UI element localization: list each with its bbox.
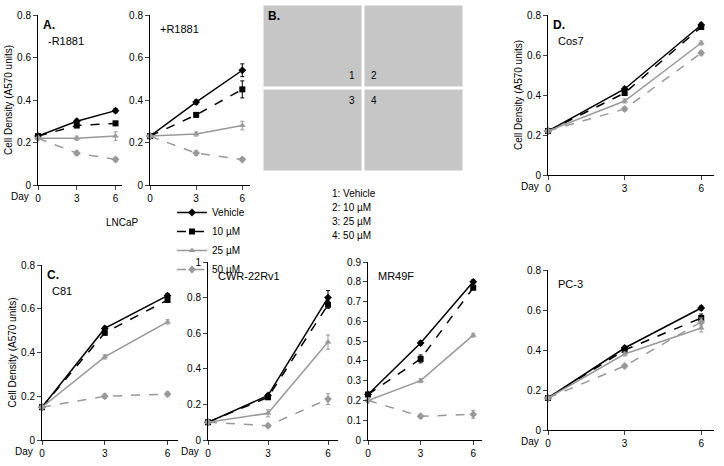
svg-text:0.4: 0.4 bbox=[187, 363, 201, 374]
svg-text:0.8: 0.8 bbox=[21, 260, 35, 271]
svg-text:0: 0 bbox=[535, 425, 541, 436]
svg-text:0.8: 0.8 bbox=[17, 10, 31, 21]
svg-text:Cell Density (A570 units): Cell Density (A570 units) bbox=[513, 40, 524, 150]
svg-text:0.4: 0.4 bbox=[347, 355, 361, 366]
svg-text:C.: C. bbox=[47, 268, 59, 282]
svg-text:3: 3 bbox=[418, 448, 424, 459]
svg-text:Cell Density (A570 units): Cell Density (A570 units) bbox=[7, 297, 18, 407]
svg-text:0.7: 0.7 bbox=[347, 296, 361, 307]
svg-text:0.4: 0.4 bbox=[527, 90, 541, 101]
svg-text:0.2: 0.2 bbox=[527, 130, 541, 141]
svg-text:0.3: 0.3 bbox=[347, 375, 361, 386]
svg-text:0.6: 0.6 bbox=[187, 328, 201, 339]
svg-text:0.8: 0.8 bbox=[129, 10, 143, 21]
svg-text:0: 0 bbox=[29, 435, 35, 446]
svg-text:0.6: 0.6 bbox=[129, 52, 143, 63]
svg-text:0: 0 bbox=[535, 170, 541, 181]
svg-text:50 µM: 50 µM bbox=[212, 264, 240, 275]
svg-text:1: 1 bbox=[349, 70, 355, 81]
svg-text:0.1: 0.1 bbox=[347, 415, 361, 426]
svg-text:3: 3 bbox=[102, 448, 108, 459]
svg-text:Day: Day bbox=[521, 436, 539, 447]
svg-text:6: 6 bbox=[165, 448, 171, 459]
svg-text:0.4: 0.4 bbox=[21, 347, 35, 358]
svg-text:6: 6 bbox=[113, 193, 119, 204]
svg-text:0.2: 0.2 bbox=[187, 399, 201, 410]
svg-text:0.4: 0.4 bbox=[527, 345, 541, 356]
svg-text:6: 6 bbox=[470, 448, 476, 459]
svg-text:6: 6 bbox=[325, 448, 331, 459]
svg-text:Vehicle: Vehicle bbox=[212, 207, 245, 218]
svg-text:0: 0 bbox=[147, 193, 153, 204]
svg-text:4: 50 µM: 4: 50 µM bbox=[332, 230, 371, 241]
svg-text:3: 3 bbox=[265, 448, 271, 459]
svg-text:Day: Day bbox=[11, 191, 29, 202]
svg-text:3: 25 µM: 3: 25 µM bbox=[332, 216, 371, 227]
svg-text:D.: D. bbox=[553, 18, 565, 32]
svg-text:0: 0 bbox=[137, 180, 143, 191]
svg-text:0.8: 0.8 bbox=[347, 276, 361, 287]
svg-text:0: 0 bbox=[25, 180, 31, 191]
svg-text:0.2: 0.2 bbox=[527, 385, 541, 396]
svg-text:0.4: 0.4 bbox=[129, 95, 143, 106]
svg-text:0.6: 0.6 bbox=[527, 50, 541, 61]
svg-text:A.: A. bbox=[43, 18, 55, 32]
svg-text:Day: Day bbox=[15, 446, 33, 457]
svg-text:25 µM: 25 µM bbox=[212, 245, 240, 256]
svg-text:0.6: 0.6 bbox=[21, 303, 35, 314]
svg-text:C81: C81 bbox=[52, 285, 72, 297]
svg-text:1: 1 bbox=[195, 257, 201, 268]
svg-text:PC-3: PC-3 bbox=[558, 278, 583, 290]
svg-text:4: 4 bbox=[371, 95, 377, 106]
svg-text:Cos7: Cos7 bbox=[558, 35, 584, 47]
svg-text:2: 10 µM: 2: 10 µM bbox=[332, 202, 371, 213]
svg-text:3: 3 bbox=[193, 193, 199, 204]
svg-text:0.6: 0.6 bbox=[17, 52, 31, 63]
svg-text:0.5: 0.5 bbox=[347, 336, 361, 347]
svg-text:Cell Density (A570 units): Cell Density (A570 units) bbox=[3, 45, 14, 155]
svg-text:LNCaP: LNCaP bbox=[106, 217, 139, 228]
svg-text:-R1881: -R1881 bbox=[48, 35, 84, 47]
svg-text:0: 0 bbox=[545, 183, 551, 194]
svg-text:0.4: 0.4 bbox=[17, 95, 31, 106]
svg-text:0.8: 0.8 bbox=[527, 10, 541, 21]
svg-text:0.9: 0.9 bbox=[347, 257, 361, 268]
svg-text:3: 3 bbox=[622, 183, 628, 194]
svg-text:3: 3 bbox=[74, 193, 80, 204]
svg-text:0: 0 bbox=[545, 438, 551, 449]
svg-text:6: 6 bbox=[240, 193, 246, 204]
svg-text:0: 0 bbox=[365, 448, 371, 459]
svg-text:0.2: 0.2 bbox=[17, 137, 31, 148]
svg-text:1: Vehicle: 1: Vehicle bbox=[332, 188, 376, 199]
svg-text:Day: Day bbox=[181, 446, 199, 457]
svg-text:+R1881: +R1881 bbox=[160, 23, 199, 35]
svg-text:6: 6 bbox=[698, 183, 704, 194]
svg-text:B.: B. bbox=[268, 9, 280, 23]
svg-text:3: 3 bbox=[349, 95, 355, 106]
svg-text:0: 0 bbox=[205, 448, 211, 459]
svg-text:Day: Day bbox=[521, 181, 539, 192]
svg-text:0: 0 bbox=[355, 435, 361, 446]
svg-text:0.8: 0.8 bbox=[187, 292, 201, 303]
svg-text:CWR-22Rv1: CWR-22Rv1 bbox=[218, 270, 280, 282]
svg-text:0.6: 0.6 bbox=[527, 305, 541, 316]
svg-text:0.2: 0.2 bbox=[21, 391, 35, 402]
svg-text:MR49F: MR49F bbox=[378, 270, 414, 282]
svg-text:0.2: 0.2 bbox=[347, 395, 361, 406]
svg-text:0.2: 0.2 bbox=[129, 137, 143, 148]
svg-text:0: 0 bbox=[39, 448, 45, 459]
svg-text:0: 0 bbox=[195, 435, 201, 446]
svg-text:0: 0 bbox=[35, 193, 41, 204]
svg-text:0.6: 0.6 bbox=[347, 316, 361, 327]
svg-text:6: 6 bbox=[698, 438, 704, 449]
svg-text:10 µM: 10 µM bbox=[212, 226, 240, 237]
svg-text:2: 2 bbox=[371, 70, 377, 81]
svg-text:0.8: 0.8 bbox=[527, 265, 541, 276]
svg-text:3: 3 bbox=[622, 438, 628, 449]
